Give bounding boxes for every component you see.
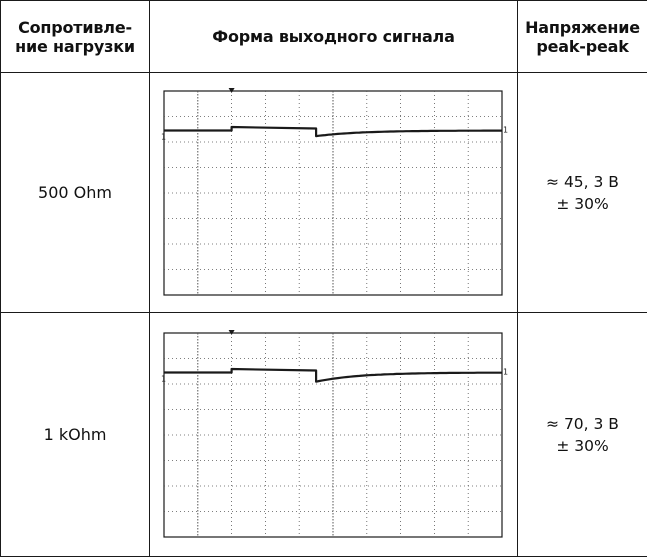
level-marker-left: 1 (161, 374, 166, 383)
voltage-value: ≈ 45, 3 В (518, 171, 647, 193)
load-value: 1 kOhm (1, 313, 150, 557)
level-marker-left: 1 (161, 132, 166, 141)
voltage-cell: ≈ 45, 3 В ± 30% (518, 73, 647, 313)
voltage-tolerance: ± 30% (518, 435, 647, 457)
waveform-header: Форма выходного сигнала (150, 1, 518, 73)
oscilloscope-trace-1-kohm: 11 (159, 325, 509, 545)
load-header: Сопротивле- ние нагрузки (1, 1, 150, 73)
voltage-header: Напряжение peak-peak (518, 1, 647, 73)
load-value: 500 Ohm (1, 73, 150, 313)
load-header-line-1: Сопротивле- (1, 18, 149, 37)
voltage-header-line-2: peak-peak (518, 37, 647, 56)
table-header-row: Сопротивле- ние нагрузки Форма выходного… (1, 1, 647, 73)
oscilloscope-trace-500-ohm: 11 (159, 83, 509, 303)
load-header-line-2: ние нагрузки (1, 37, 149, 56)
level-marker-right: 1 (503, 367, 508, 376)
voltage-header-line-1: Напряжение (518, 18, 647, 37)
level-marker-right: 1 (503, 125, 508, 134)
voltage-cell: ≈ 70, 3 В ± 30% (518, 313, 647, 557)
voltage-value: ≈ 70, 3 В (518, 413, 647, 435)
voltage-tolerance: ± 30% (518, 193, 647, 215)
